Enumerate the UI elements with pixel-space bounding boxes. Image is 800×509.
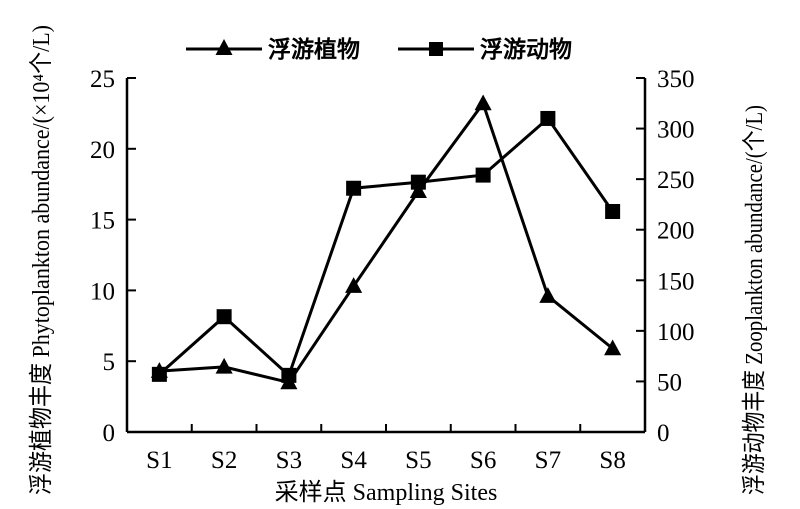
- data-point-triangle: [474, 94, 492, 111]
- x-tick-label: S8: [599, 447, 625, 474]
- data-point-triangle: [604, 339, 622, 356]
- right-y-tick-label: 200: [657, 218, 695, 245]
- data-point-square: [216, 309, 232, 325]
- x-axis-title: 采样点 Sampling Sites: [275, 479, 498, 506]
- series-layer: [150, 94, 622, 390]
- legend-label-phytoplankton: 浮游植物: [268, 36, 360, 63]
- left-y-tick-label: 15: [90, 208, 115, 235]
- left-y-tick-label: 20: [90, 137, 115, 164]
- data-point-square: [540, 110, 556, 126]
- right-y-tick-label: 350: [657, 66, 695, 93]
- left-y-tick-label: 5: [103, 349, 116, 376]
- x-ticks: S1 S2 S3 S4 S5 S6 S7 S8: [126, 424, 646, 474]
- right-y-tick-label: 100: [657, 319, 695, 346]
- x-tick-label: S6: [470, 447, 496, 474]
- data-point-triangle: [215, 357, 233, 374]
- right-y-tick-label: 300: [657, 117, 695, 144]
- left-y-tick-label: 10: [90, 278, 115, 305]
- data-point-square: [605, 204, 621, 220]
- left-y-axis-title: 浮游植物丰度 Phytoplankton abundance/(×10⁴个/L): [28, 25, 55, 495]
- legend: 浮游植物 浮游动物: [186, 36, 572, 63]
- series-line-1: [158, 116, 614, 379]
- x-tick-label: S2: [211, 447, 237, 474]
- right-y-tick-label: 0: [657, 420, 670, 447]
- legend-triangle-icon: [215, 39, 233, 55]
- x-tick-label: S7: [535, 447, 561, 474]
- plot-frame: [125, 78, 647, 434]
- data-point-square: [151, 366, 167, 382]
- right-y-tick-label: 250: [657, 167, 695, 194]
- data-point-square: [410, 174, 426, 190]
- left-y-ticks: 0 5 10 15 20 25: [90, 66, 136, 447]
- right-y-axis-title: 浮游动物丰度 Zooplankton abundance/(个/L): [741, 105, 768, 495]
- x-tick-label: S3: [276, 447, 302, 474]
- legend-square-icon: [429, 42, 443, 56]
- data-point-square: [346, 180, 362, 196]
- left-y-tick-label: 0: [103, 420, 116, 447]
- data-point-square: [281, 367, 297, 383]
- legend-label-zooplankton: 浮游动物: [480, 36, 572, 63]
- data-point-triangle: [539, 287, 557, 303]
- left-y-tick-label: 25: [90, 66, 115, 93]
- right-y-ticks: 0 50 100 150 200 250 300 350: [636, 66, 695, 447]
- right-y-tick-label: 50: [657, 369, 682, 396]
- series-line-0: [159, 100, 614, 385]
- x-tick-label: S5: [405, 447, 431, 474]
- data-point-triangle: [409, 182, 427, 199]
- x-tick-label: S1: [146, 447, 172, 474]
- data-point-square: [475, 167, 491, 183]
- x-tick-label: S4: [340, 447, 367, 474]
- data-point-triangle: [345, 277, 363, 293]
- right-y-tick-label: 150: [657, 268, 695, 295]
